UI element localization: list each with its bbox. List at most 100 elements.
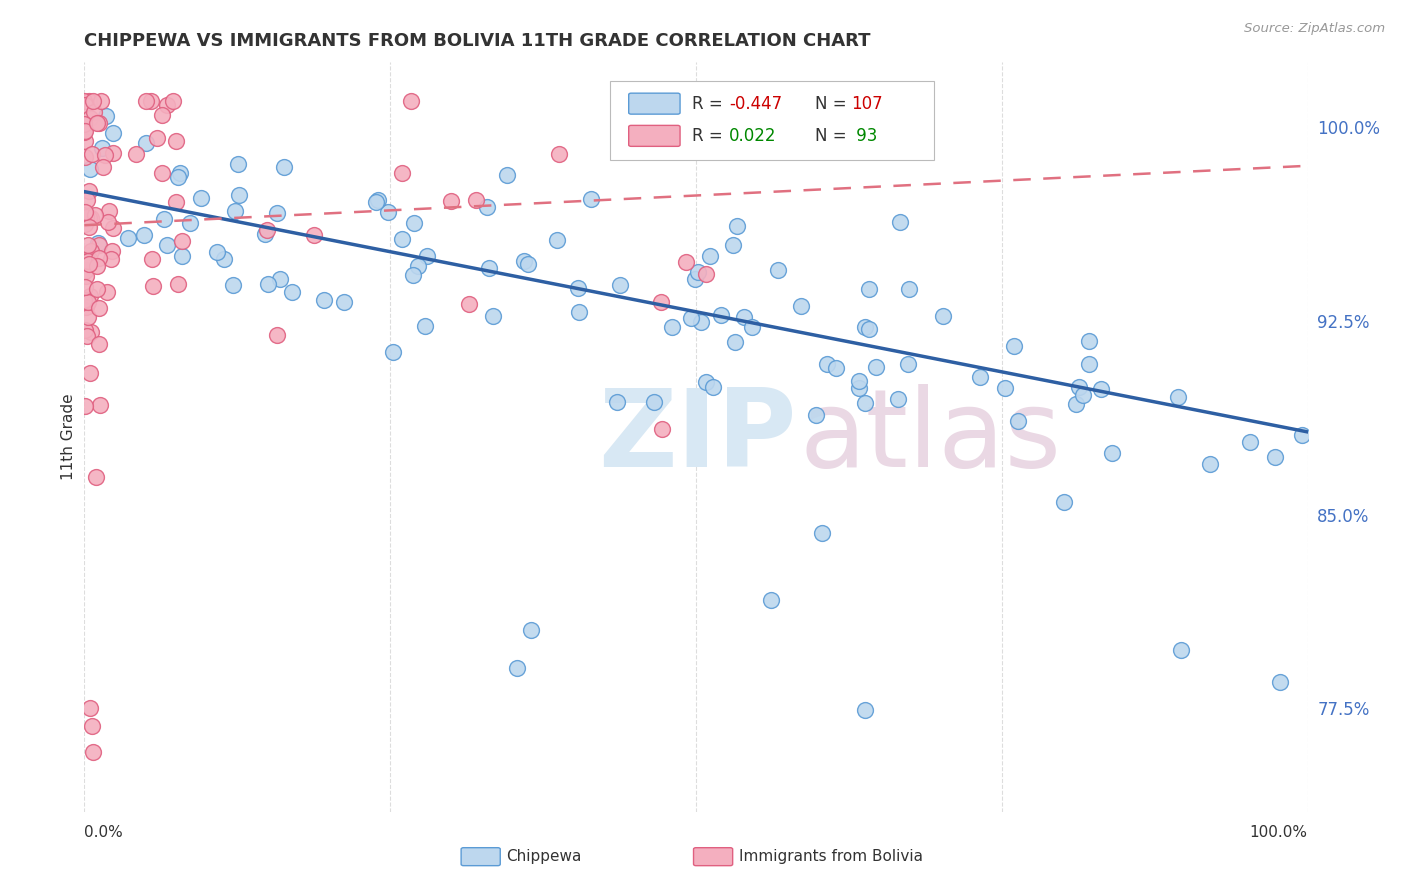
Point: [86, 116, 108, 130]
Point: [1002, 338, 1025, 352]
Point: [89, 251, 111, 265]
Point: [695, 268, 717, 282]
Text: 93: 93: [851, 127, 877, 145]
Point: [609, 277, 631, 292]
Point: [150, 166, 173, 180]
Point: [77, 238, 100, 252]
Point: [650, 294, 672, 309]
Point: [254, 227, 277, 242]
Point: [73, 263, 96, 277]
Point: [1077, 358, 1099, 372]
Point: [86, 282, 108, 296]
Text: N =: N =: [814, 95, 852, 112]
Point: [101, 126, 124, 140]
Point: [1064, 397, 1087, 411]
Point: [73, 123, 96, 137]
Point: [724, 334, 747, 349]
Point: [256, 223, 278, 237]
Point: [76, 193, 98, 207]
Point: [94, 110, 117, 124]
Point: [76, 248, 98, 262]
Point: [77, 211, 100, 225]
Point: [73, 150, 96, 164]
Text: Chippewa: Chippewa: [506, 849, 582, 864]
Point: [482, 310, 505, 324]
Point: [710, 308, 733, 322]
Point: [100, 252, 122, 266]
Text: R =: R =: [692, 95, 728, 112]
Text: Source: ZipAtlas.com: Source: ZipAtlas.com: [1244, 22, 1385, 36]
Point: [266, 206, 288, 220]
Point: [567, 281, 589, 295]
Point: [79, 253, 101, 268]
Point: [391, 166, 413, 180]
Point: [404, 216, 426, 230]
Text: 0.0%: 0.0%: [84, 824, 124, 839]
Point: [1007, 413, 1029, 427]
Point: [759, 593, 782, 607]
Point: [142, 278, 165, 293]
Point: [145, 130, 167, 145]
Point: [75, 268, 97, 283]
Point: [280, 285, 302, 299]
Point: [179, 217, 201, 231]
Point: [76, 310, 98, 324]
Point: [90, 141, 112, 155]
Point: [97, 214, 120, 228]
FancyBboxPatch shape: [693, 847, 733, 865]
FancyBboxPatch shape: [628, 126, 681, 146]
Text: atlas: atlas: [800, 384, 1062, 490]
Point: [96, 285, 118, 300]
Point: [733, 310, 755, 324]
Point: [89, 116, 111, 130]
Point: [688, 265, 710, 279]
Point: [689, 315, 711, 329]
Text: R =: R =: [692, 127, 728, 145]
Point: [156, 238, 179, 252]
Point: [399, 94, 422, 108]
Point: [377, 205, 399, 219]
Point: [79, 112, 101, 126]
Point: [804, 408, 827, 422]
FancyBboxPatch shape: [628, 93, 681, 114]
Point: [547, 146, 569, 161]
Point: [73, 134, 96, 148]
Point: [90, 94, 112, 108]
Point: [76, 294, 98, 309]
Point: [79, 366, 101, 380]
FancyBboxPatch shape: [610, 81, 935, 160]
Point: [165, 134, 187, 148]
Point: [75, 323, 97, 337]
Point: [73, 217, 96, 231]
Point: [73, 293, 96, 307]
Point: [513, 254, 536, 268]
Text: 0.022: 0.022: [728, 127, 776, 145]
Point: [165, 194, 187, 209]
Point: [84, 470, 107, 484]
Point: [75, 211, 97, 225]
Point: [228, 187, 250, 202]
Point: [73, 279, 96, 293]
Point: [478, 261, 501, 276]
Point: [82, 745, 104, 759]
Text: -0.447: -0.447: [728, 95, 782, 112]
Point: [825, 360, 848, 375]
Text: CHIPPEWA VS IMMIGRANTS FROM BOLIVIA 11TH GRADE CORRELATION CHART: CHIPPEWA VS IMMIGRANTS FROM BOLIVIA 11TH…: [84, 32, 870, 50]
Point: [897, 357, 920, 371]
Point: [139, 94, 162, 108]
Point: [567, 305, 589, 319]
Point: [815, 357, 838, 371]
Point: [83, 105, 105, 120]
Point: [172, 249, 194, 263]
Point: [87, 301, 110, 316]
Y-axis label: 11th Grade: 11th Grade: [60, 393, 76, 481]
Point: [150, 108, 173, 122]
Point: [402, 268, 425, 282]
Point: [440, 194, 463, 208]
Point: [80, 146, 103, 161]
Point: [73, 94, 96, 108]
Point: [190, 191, 212, 205]
Point: [1053, 495, 1076, 509]
Point: [1239, 435, 1261, 450]
Point: [152, 211, 174, 226]
